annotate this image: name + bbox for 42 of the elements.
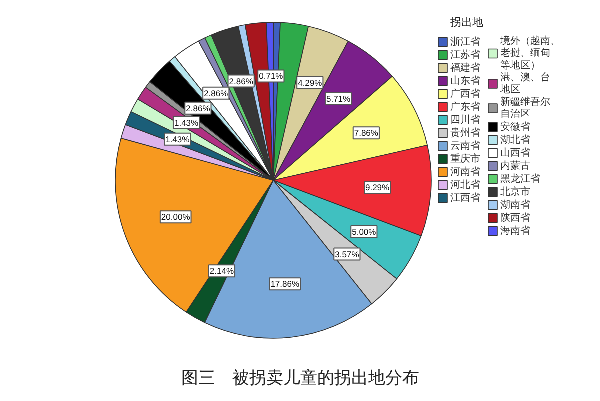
legend-label: 浙江省 — [450, 36, 480, 48]
legend-label: 广东省 — [450, 100, 480, 113]
legend-label: 广西省 — [450, 88, 480, 100]
legend-label: 湖北省 — [500, 134, 530, 146]
legend-label: 贵州省 — [450, 126, 480, 139]
legend-label: 新疆维吾尔自治区 — [500, 96, 550, 120]
data-label: 0.71% — [259, 71, 284, 82]
data-label: 1.43% — [166, 134, 190, 144]
data-label: 5.00% — [352, 227, 377, 238]
legend-label: 山东省 — [450, 74, 480, 87]
data-label: 20.00% — [161, 212, 191, 222]
legend-label: 江苏省 — [450, 48, 480, 61]
legend-label: 北京市 — [500, 186, 530, 198]
legend-label: 福建省 — [450, 62, 480, 74]
legend-label: 湖南省 — [500, 198, 530, 211]
legend-label: 内蒙古 — [500, 160, 530, 172]
legend-label: 河北省 — [450, 178, 480, 191]
legend-label: 港、澳、台地区 — [500, 71, 550, 96]
legend-label: 重庆市 — [450, 152, 480, 165]
legend-label: 黑龙江省 — [500, 172, 540, 185]
legend-label: 四川省 — [450, 114, 480, 126]
data-label: 2.14% — [210, 266, 234, 276]
data-label: 17.86% — [270, 279, 300, 290]
data-label: 1.43% — [174, 118, 200, 128]
legend-title: 拐出地 — [450, 16, 484, 29]
data-label: 9.29% — [365, 182, 390, 193]
data-label: 7.86% — [354, 128, 379, 138]
data-label: 5.71% — [326, 94, 352, 104]
legend-label: 江西省 — [450, 192, 480, 204]
legend-label: 安徽省 — [500, 120, 530, 133]
legend-label: 云南省 — [450, 140, 480, 152]
text: 图三 被拐卖儿童的拐出地分布 — [182, 368, 420, 388]
data-label: 2.86% — [204, 88, 229, 98]
legend-label: 境外（越南、老挝、缅甸等地区） — [500, 35, 560, 72]
legend-label: 河南省 — [450, 166, 480, 178]
data-label: 2.86% — [229, 76, 254, 86]
legend-label: 山西省 — [500, 146, 530, 159]
data-label: 4.29% — [298, 78, 323, 88]
legend-label: 海南省 — [500, 224, 530, 237]
data-label: 2.86% — [186, 103, 211, 114]
legend-label: 陕西省 — [500, 212, 530, 224]
data-label: 3.57% — [335, 249, 360, 260]
